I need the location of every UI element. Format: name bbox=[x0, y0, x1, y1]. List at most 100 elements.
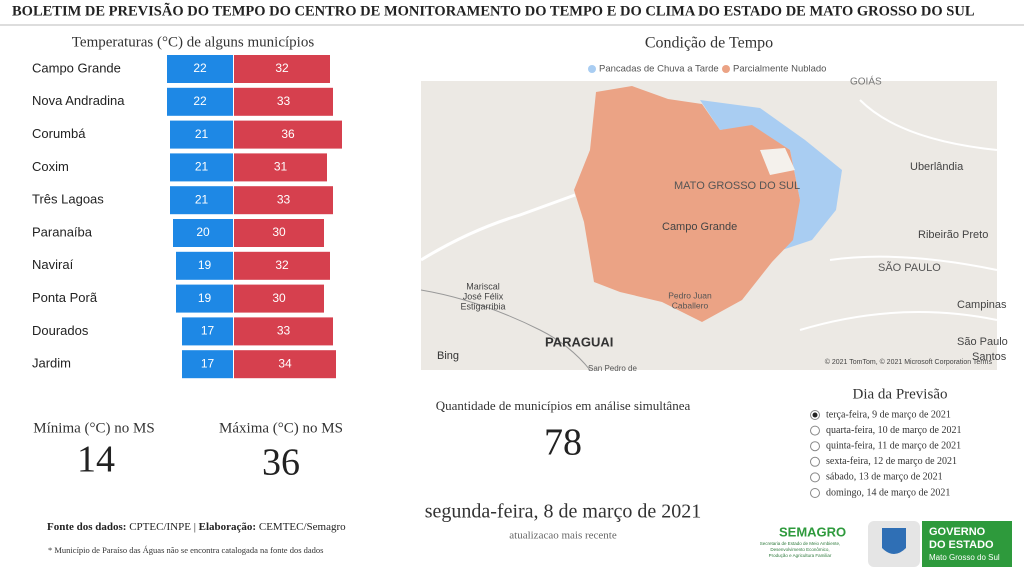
bar-min bbox=[182, 317, 233, 346]
map-label: Campo Grande bbox=[662, 221, 737, 233]
gov-logo-box bbox=[922, 521, 1012, 567]
category-label: Campo Grande bbox=[32, 60, 121, 75]
radio-button[interactable] bbox=[810, 472, 820, 483]
data-label: 31 bbox=[274, 160, 288, 174]
semagro-subtitle: Produção e Agricultura Familiar bbox=[769, 553, 832, 558]
map-label: Uberlândia bbox=[910, 161, 964, 173]
min-value: 14 bbox=[77, 439, 115, 481]
bar-min bbox=[167, 55, 233, 83]
bar-min bbox=[182, 350, 233, 379]
data-label: 30 bbox=[272, 225, 286, 239]
page-title: BOLETIM DE PREVISÃO DO TEMPO DO CENTRO D… bbox=[12, 1, 975, 19]
map: GOIÁS Uberlândia MATO GROSSO DO SUL Camp… bbox=[420, 75, 1008, 373]
data-label: 21 bbox=[195, 127, 209, 141]
bar-chart: Campo Grande 22 32 Nova Andradina 22 33 Corumb… bbox=[32, 55, 342, 379]
map-label: SÃO PAULO bbox=[878, 261, 941, 274]
map-copyright: © 2021 TomTom, © 2021 Microsoft Corporat… bbox=[825, 358, 993, 366]
credit-label: Elaboração: bbox=[199, 521, 256, 533]
gov-logo: GOVERNO bbox=[929, 526, 986, 538]
legend-swatch bbox=[722, 65, 730, 73]
category-label: Nova Andradina bbox=[32, 93, 125, 108]
radio-label[interactable]: quinta-feira, 11 de março de 2021 bbox=[826, 440, 961, 451]
radio-label[interactable]: quarta-feira, 10 de março de 2021 bbox=[826, 425, 962, 436]
region-no-data bbox=[760, 148, 795, 175]
data-label: 20 bbox=[196, 225, 210, 239]
data-label: 22 bbox=[193, 94, 207, 108]
map-label: José Félix bbox=[463, 291, 504, 301]
bar-max bbox=[234, 186, 333, 215]
radio-label[interactable]: terça-feira, 9 de março de 2021 bbox=[826, 409, 951, 420]
data-label: 22 bbox=[193, 61, 207, 75]
separator: | bbox=[194, 521, 196, 533]
region-showers bbox=[700, 100, 842, 250]
footer-source: Fonte dos dados: CPTEC/INPE | Elaboração… bbox=[47, 521, 346, 533]
data-label: 33 bbox=[277, 192, 291, 206]
category-label: Corumbá bbox=[32, 126, 86, 141]
bar-min bbox=[170, 153, 233, 182]
data-label: 19 bbox=[198, 291, 212, 305]
radio-label[interactable]: sábado, 13 de março de 2021 bbox=[826, 472, 943, 483]
data-label: 19 bbox=[198, 258, 212, 272]
radio-button[interactable] bbox=[810, 488, 820, 498]
road bbox=[420, 193, 576, 262]
update-label: atualizacao mais recente bbox=[509, 530, 617, 542]
semagro-subtitle: Desenvolvimento Econômico, bbox=[770, 547, 829, 552]
data-label: 34 bbox=[278, 356, 292, 370]
radio-label[interactable]: domingo, 14 de março de 2021 bbox=[826, 487, 950, 498]
map-label: Estigarribia bbox=[460, 301, 505, 311]
data-label: 32 bbox=[275, 258, 289, 272]
map-label: MATO GROSSO DO SUL bbox=[674, 180, 800, 192]
map-label: Caballero bbox=[672, 300, 709, 310]
category-label: Ponta Porã bbox=[32, 290, 98, 305]
data-label: 17 bbox=[201, 356, 215, 370]
data-label: 33 bbox=[277, 94, 291, 108]
bar-min bbox=[173, 219, 233, 247]
map-label: PARAGUAI bbox=[545, 334, 613, 349]
bar-max bbox=[234, 350, 336, 379]
category-label: Jardim bbox=[32, 356, 71, 371]
category-label: Naviraí bbox=[32, 257, 74, 272]
data-label: 21 bbox=[195, 192, 209, 206]
map-label: GOIÁS bbox=[850, 75, 882, 88]
map-label: Ribeirão Preto bbox=[918, 229, 988, 241]
update-date: segunda-feira, 8 de março de 2021 bbox=[425, 501, 702, 523]
semagro-logo: SEMAGRO bbox=[779, 524, 846, 539]
radio-button[interactable] bbox=[810, 425, 820, 436]
gov-logo: Mato Grosso do Sul bbox=[929, 553, 1000, 562]
radio-button[interactable] bbox=[810, 441, 820, 452]
category-label: Coxim bbox=[32, 159, 69, 174]
bar-max bbox=[234, 153, 327, 182]
data-label: 32 bbox=[275, 61, 289, 75]
radio-button[interactable] bbox=[810, 456, 820, 467]
category-label: Paranaíba bbox=[32, 224, 93, 239]
bar-min bbox=[170, 120, 233, 149]
bar-max bbox=[234, 87, 333, 116]
map-title: Condição de Tempo bbox=[645, 35, 773, 52]
min-label: Mínima (°C) no MS bbox=[33, 420, 154, 436]
legend-label: Parcialmente Nublado bbox=[733, 64, 826, 75]
count-label: Quantidade de municípios em análise simu… bbox=[436, 398, 691, 413]
gov-logo: DO ESTADO bbox=[929, 539, 994, 551]
map-label: Pedro Juan bbox=[668, 290, 712, 300]
radio-label[interactable]: sexta-feira, 12 de março de 2021 bbox=[826, 456, 957, 467]
credit: CEMTEC/Semagro bbox=[259, 521, 346, 533]
forecast-title: Dia da Previsão bbox=[853, 386, 948, 402]
border bbox=[420, 289, 591, 371]
data-label: 30 bbox=[272, 291, 286, 305]
map-label: Santos bbox=[972, 351, 1007, 363]
legend-label: Pancadas de Chuva a Tarde bbox=[599, 64, 719, 75]
bar-min bbox=[170, 186, 233, 215]
data-label: 17 bbox=[201, 324, 215, 338]
bar-max bbox=[234, 120, 342, 149]
legend-swatch bbox=[588, 65, 596, 73]
coat-of-arms bbox=[882, 528, 906, 554]
semagro-subtitle: Secretaria de Estado de Meio Ambiente, bbox=[760, 541, 841, 546]
radio-dot[interactable] bbox=[812, 412, 818, 418]
count-value: 78 bbox=[544, 422, 582, 464]
footer-note: * Município de Paraíso das Águas não se … bbox=[48, 545, 323, 555]
data-label: 36 bbox=[281, 127, 295, 141]
region-partly-cloudy bbox=[574, 86, 800, 322]
bar-min bbox=[167, 87, 233, 116]
bar-max bbox=[234, 284, 324, 313]
